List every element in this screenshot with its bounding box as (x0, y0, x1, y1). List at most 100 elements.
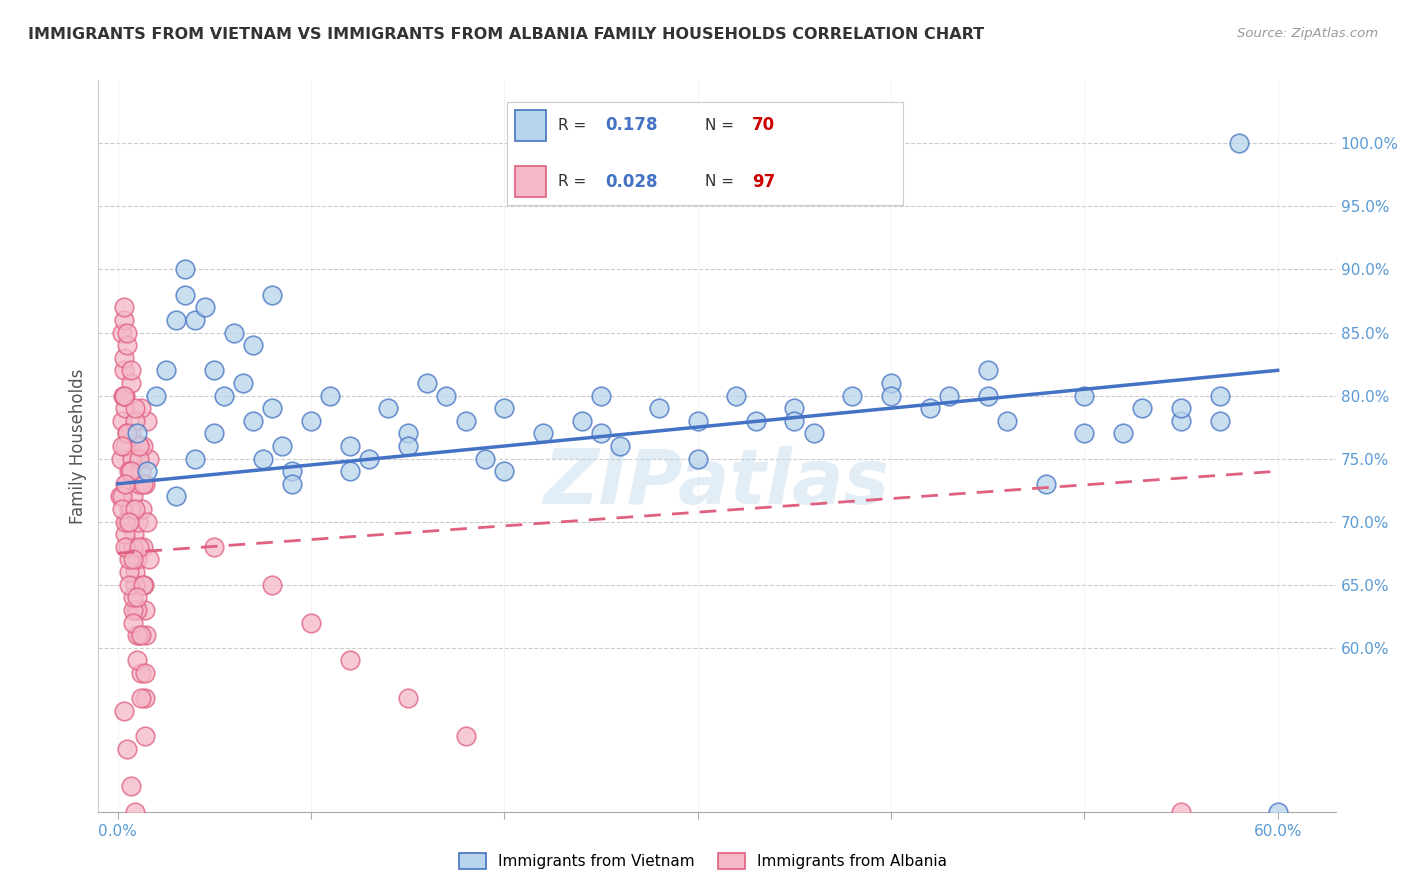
Point (262, 578, 284, 592)
Point (1073, 426, 1095, 441)
Point (138, 552, 160, 566)
Point (339, 439, 361, 453)
Point (252, 451, 274, 466)
Point (262, 287, 284, 301)
Point (648, 401, 671, 416)
Point (120, 780, 142, 794)
Point (1170, 401, 1192, 416)
Point (122, 490, 145, 504)
Point (134, 691, 156, 706)
Point (127, 515, 149, 529)
Point (127, 426, 149, 441)
Point (454, 729, 477, 743)
Point (1112, 426, 1135, 441)
Point (112, 704, 135, 718)
Point (114, 439, 136, 453)
Point (976, 363, 998, 377)
Point (194, 300, 217, 314)
Point (204, 540, 226, 554)
Point (122, 540, 145, 554)
Point (725, 388, 748, 402)
Point (783, 414, 806, 428)
Point (124, 578, 146, 592)
Point (242, 414, 264, 428)
Point (112, 313, 135, 327)
Point (416, 376, 439, 390)
Point (128, 628, 150, 642)
Point (299, 414, 322, 428)
Point (129, 665, 152, 680)
Point (436, 388, 458, 402)
Point (110, 451, 132, 466)
Point (995, 414, 1018, 428)
Legend: Immigrants from Vietnam, Immigrants from Albania: Immigrants from Vietnam, Immigrants from… (453, 847, 953, 875)
Point (880, 376, 903, 390)
Point (112, 388, 135, 402)
Point (474, 451, 496, 466)
Point (976, 388, 998, 402)
Point (281, 476, 304, 491)
Point (1267, 805, 1289, 819)
Point (111, 502, 132, 516)
Point (134, 729, 156, 743)
Point (120, 464, 142, 478)
Point (396, 439, 419, 453)
Point (121, 451, 143, 466)
Point (128, 540, 150, 554)
Point (118, 502, 141, 516)
Point (127, 628, 149, 642)
Point (129, 401, 152, 416)
Point (918, 401, 941, 416)
Point (262, 401, 284, 416)
Point (132, 439, 155, 453)
Point (377, 401, 399, 416)
Point (128, 451, 150, 466)
Point (841, 388, 863, 402)
Point (938, 388, 960, 402)
Point (124, 502, 146, 516)
Point (212, 388, 235, 402)
Point (531, 426, 554, 441)
Point (165, 313, 187, 327)
Point (127, 653, 149, 667)
Point (135, 628, 157, 642)
Point (184, 313, 207, 327)
Point (591, 426, 613, 441)
Point (132, 578, 155, 592)
Point (111, 414, 132, 428)
Point (117, 338, 139, 352)
Point (571, 414, 593, 428)
Point (118, 578, 141, 592)
Point (783, 401, 806, 416)
Point (122, 615, 145, 630)
Point (803, 426, 825, 441)
Point (1035, 476, 1057, 491)
Point (1227, 136, 1250, 151)
Point (339, 653, 361, 667)
Point (242, 338, 264, 352)
Point (132, 578, 155, 592)
Point (114, 401, 136, 416)
Point (1073, 388, 1095, 402)
Point (281, 464, 304, 478)
Point (122, 552, 145, 566)
Point (112, 351, 135, 365)
Point (120, 376, 142, 390)
Point (745, 414, 768, 428)
Point (686, 451, 709, 466)
Point (127, 603, 149, 617)
Point (112, 363, 135, 377)
Point (591, 388, 613, 402)
Point (454, 414, 477, 428)
Point (114, 388, 136, 402)
Point (120, 363, 142, 377)
Point (609, 439, 631, 453)
Point (165, 490, 187, 504)
Point (138, 451, 160, 466)
Point (494, 401, 516, 416)
Point (122, 591, 145, 605)
Point (132, 540, 155, 554)
Point (134, 665, 156, 680)
Text: Source: ZipAtlas.com: Source: ZipAtlas.com (1237, 27, 1378, 40)
Point (686, 414, 709, 428)
